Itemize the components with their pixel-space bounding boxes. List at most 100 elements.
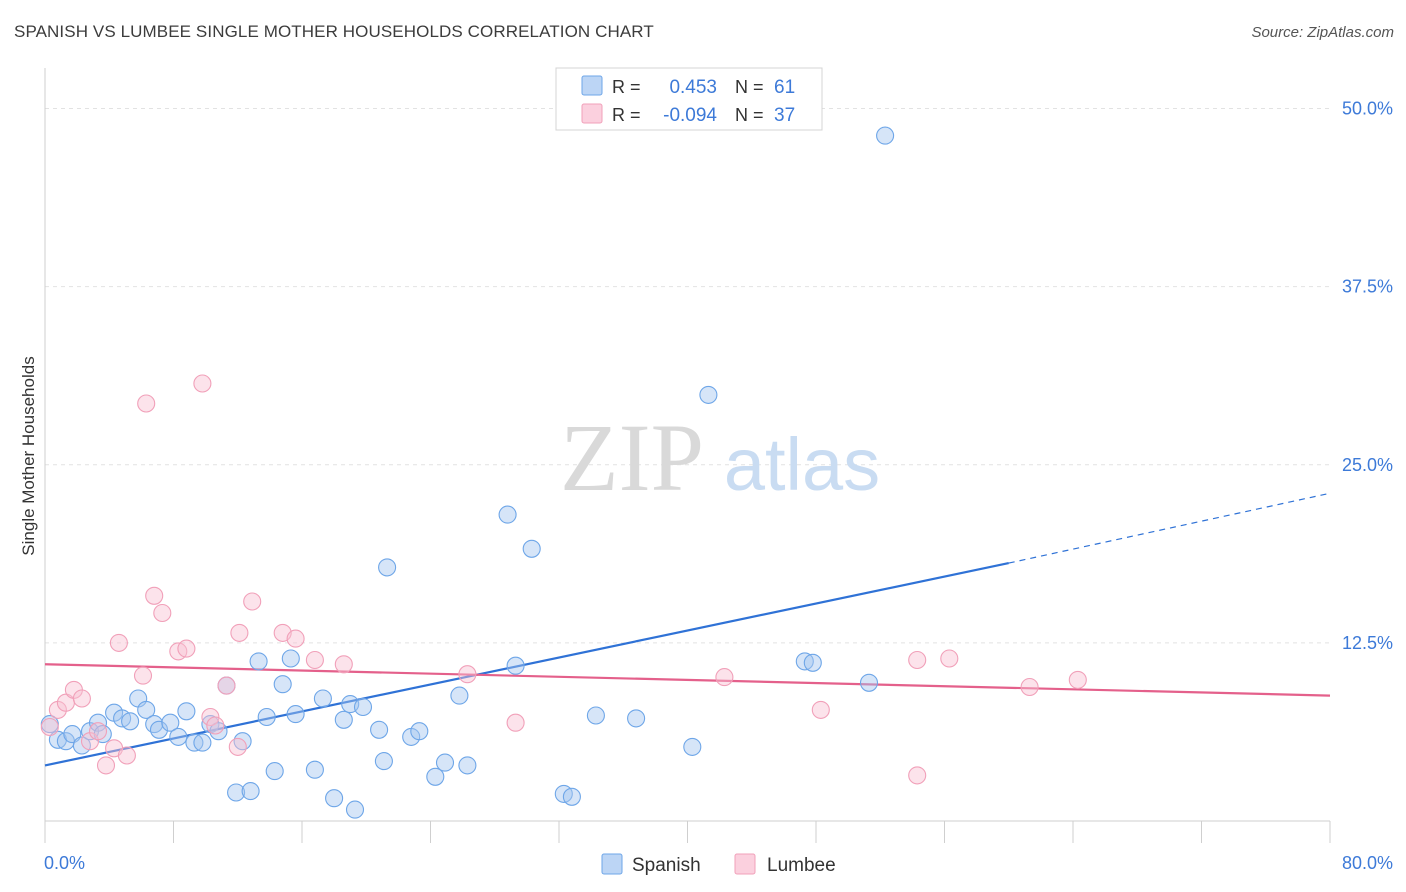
- point-spanish: [374, 752, 393, 771]
- point-spanish: [281, 649, 300, 668]
- point-spanish: [72, 736, 91, 755]
- point-lumbee: [201, 707, 220, 727]
- point-lumbee: [811, 700, 830, 719]
- point-spanish: [506, 656, 525, 675]
- point-spanish: [683, 737, 702, 756]
- point-spanish: [803, 653, 822, 672]
- point-spanish: [450, 686, 469, 705]
- point-lumbee: [305, 650, 324, 670]
- point-spanish: [334, 710, 353, 729]
- stats-n-label: N =: [735, 105, 764, 125]
- stats-swatch-spanish: [581, 75, 603, 96]
- chart-title: SPANISH VS LUMBEE SINGLE MOTHER HOUSEHOL…: [14, 22, 654, 41]
- point-spanish: [426, 767, 445, 786]
- point-spanish: [498, 505, 517, 524]
- point-lumbee: [286, 629, 305, 648]
- point-spanish: [227, 783, 246, 802]
- point-spanish: [522, 539, 541, 558]
- point-lumbee: [206, 716, 225, 735]
- x-tick-label: 80.0%: [1342, 853, 1393, 873]
- point-spanish: [193, 733, 212, 752]
- point-lumbee: [145, 586, 164, 605]
- point-spanish: [145, 715, 164, 734]
- point-spanish: [859, 673, 879, 692]
- tick-labels: 12.5% 25.0% 37.5% 50.0% 0.0% 80.0%: [44, 99, 1393, 874]
- point-lumbee: [1020, 677, 1039, 697]
- point-lumbee: [243, 592, 262, 611]
- point-lumbee: [88, 722, 108, 741]
- trend-line-lumbee: [44, 663, 1331, 697]
- point-spanish: [137, 700, 156, 719]
- point-lumbee: [228, 737, 247, 756]
- legend-swatch-spanish: [601, 853, 623, 875]
- point-lumbee: [72, 689, 91, 708]
- point-lumbee: [458, 665, 477, 684]
- point-lumbee: [230, 623, 249, 642]
- point-spanish: [161, 713, 180, 732]
- point-spanish: [410, 722, 429, 741]
- watermark-zip: ZIP: [560, 404, 704, 511]
- point-lumbee: [193, 374, 212, 393]
- stats-r-value: -0.094: [663, 105, 717, 126]
- point-spanish: [169, 727, 188, 746]
- point-spanish: [209, 722, 228, 741]
- stats-swatch-lumbee: [581, 103, 603, 124]
- point-spanish: [458, 756, 477, 775]
- point-lumbee: [908, 766, 927, 785]
- point-lumbee: [133, 666, 153, 685]
- point-lumbee: [715, 668, 734, 687]
- y-tick-label: 25.0%: [1342, 455, 1393, 475]
- watermark-atlas: atlas: [724, 423, 880, 506]
- point-spanish: [241, 782, 260, 801]
- axes: [44, 68, 1331, 843]
- point-spanish: [699, 385, 718, 404]
- y-tick-label: 37.5%: [1342, 277, 1393, 297]
- point-spanish: [353, 697, 373, 717]
- point-spanish: [627, 709, 646, 728]
- point-lumbee: [506, 713, 525, 732]
- watermark: ZIP atlas: [560, 404, 880, 511]
- data-points: [40, 126, 1087, 819]
- point-lumbee: [1068, 670, 1087, 689]
- point-spanish: [378, 558, 397, 577]
- x-tick-label: 0.0%: [44, 853, 85, 873]
- y-tick-label: 12.5%: [1342, 633, 1393, 653]
- point-lumbee: [153, 603, 172, 623]
- point-spanish: [313, 689, 332, 708]
- y-tick-label: 50.0%: [1342, 99, 1393, 119]
- stats-n-value: 37: [774, 105, 795, 126]
- point-lumbee: [109, 633, 128, 652]
- point-spanish: [325, 789, 344, 808]
- legend-label-spanish: Spanish: [632, 855, 701, 876]
- point-spanish: [305, 760, 324, 779]
- point-spanish: [345, 800, 365, 819]
- point-spanish: [249, 652, 268, 671]
- stats-r-label: R =: [612, 105, 641, 125]
- point-spanish: [257, 707, 276, 727]
- point-spanish: [435, 753, 455, 772]
- stats-r-value: 0.453: [669, 77, 717, 98]
- point-spanish: [562, 787, 581, 806]
- stats-r-label: R =: [612, 77, 641, 97]
- point-spanish: [286, 705, 305, 724]
- point-spanish: [265, 762, 284, 781]
- point-spanish: [233, 732, 252, 751]
- point-lumbee: [217, 676, 236, 695]
- stats-legend: R = 0.453 N = 61 R = -0.094 N = 37: [555, 67, 823, 131]
- point-spanish: [370, 720, 389, 739]
- point-spanish: [177, 702, 196, 721]
- source-label: Source: ZipAtlas.com: [1251, 24, 1394, 41]
- point-lumbee: [334, 655, 353, 674]
- stats-n-value: 61: [774, 77, 795, 98]
- y-axis-title: Single Mother Households: [19, 356, 38, 555]
- stats-n-label: N =: [735, 77, 764, 97]
- point-lumbee: [908, 650, 927, 670]
- point-spanish: [876, 126, 895, 145]
- point-spanish: [586, 706, 605, 725]
- point-lumbee: [40, 717, 59, 737]
- legend-swatch-lumbee: [734, 853, 756, 875]
- point-lumbee: [177, 639, 196, 658]
- trend-line-extension-spanish: [1008, 492, 1331, 564]
- point-lumbee: [137, 394, 156, 413]
